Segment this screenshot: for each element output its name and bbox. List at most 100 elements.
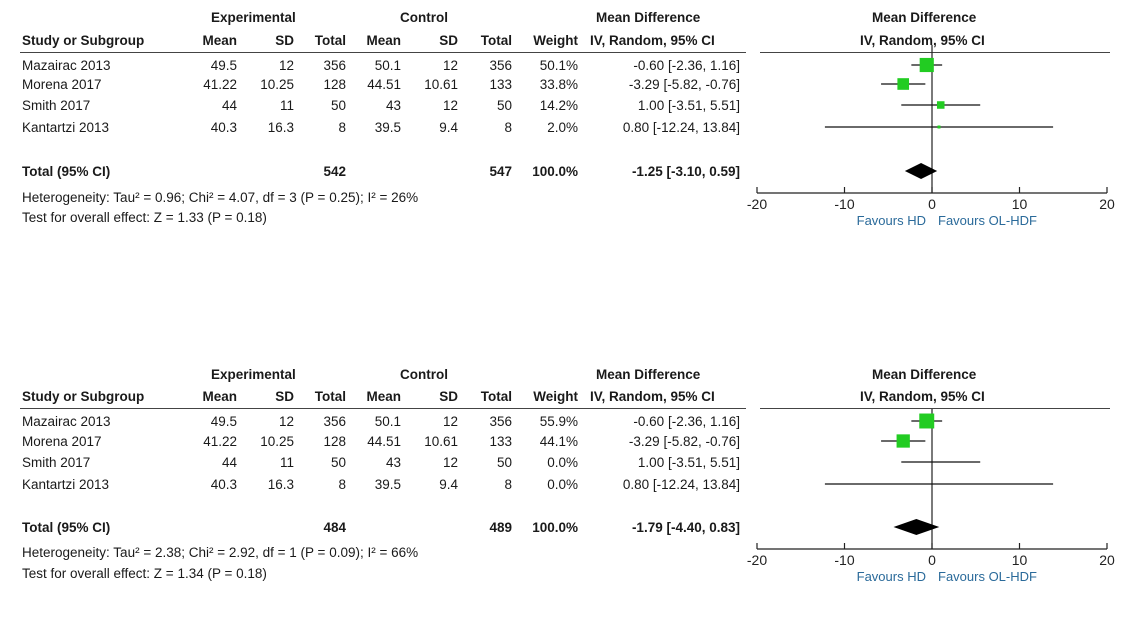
header-exp-total: Total [314,389,346,404]
ctl-total: 356 [489,58,512,73]
exp-sd: 11 [279,455,294,470]
header-ctl-total: Total [480,389,512,404]
ctl-total: 50 [496,98,512,113]
header-exp-total: Total [314,33,346,48]
total-ctl: 547 [489,164,512,179]
weight: 2.0% [547,120,578,135]
heterogeneity-text: Heterogeneity: Tau² = 0.96; Chi² = 4.07,… [22,190,419,205]
heterogeneity-text: Heterogeneity: Tau² = 2.38; Chi² = 2.92,… [22,545,419,560]
favours-right-label: Favours OL-HDF [938,213,1037,228]
exp-mean: 44 [221,98,237,113]
header-control: Control [400,10,448,25]
exp-mean: 44 [221,455,237,470]
forest-plot-graphic: -20 -10 0 10 20 Favours HD Favours OL-HDF [747,45,1115,228]
x-tick-label: -10 [834,196,854,212]
favours-left-label: Favours HD [857,213,926,228]
forest-plot-2: Experimental Control Mean Difference Mea… [0,364,1136,624]
exp-mean: 49.5 [210,58,237,73]
ctl-sd: 12 [442,58,458,73]
x-tick-label: 0 [928,196,936,212]
favours-left-label: Favours HD [857,569,926,584]
ctl-sd: 12 [442,98,458,113]
exp-mean: 40.3 [210,477,237,492]
exp-total: 8 [338,477,346,492]
overall-effect-text: Test for overall effect: Z = 1.34 (P = 0… [22,566,267,581]
ci-text: -3.29 [-5.82, -0.76] [628,434,740,449]
total-exp: 484 [323,520,346,535]
ctl-total: 133 [489,434,512,449]
weight: 55.9% [539,414,578,429]
exp-total: 50 [330,98,346,113]
weight: 50.1% [539,58,578,73]
x-tick-label: -10 [834,552,854,568]
header-ctl-sd: SD [439,33,458,48]
total-ci-text: -1.25 [-3.10, 0.59] [631,164,740,179]
header-exp-sd: SD [275,33,294,48]
exp-mean: 49.5 [210,414,237,429]
study-name: Morena 2017 [22,434,102,449]
header-md-method: IV, Random, 95% CI [590,389,715,404]
weight: 0.0% [547,477,578,492]
exp-sd: 11 [279,98,294,113]
study-point [919,57,934,73]
header-plot-title: Mean Difference [872,367,977,382]
study-point [897,78,910,90]
total-ctl: 489 [489,520,512,535]
x-tick-label: 20 [1099,552,1115,568]
ctl-mean: 43 [385,455,401,470]
study-name: Kantartzi 2013 [22,477,110,492]
x-tick-label: 20 [1099,196,1115,212]
exp-mean: 41.22 [203,434,237,449]
ci-text: -3.29 [-5.82, -0.76] [628,77,740,92]
header-ctl-mean: Mean [366,389,401,404]
ci-text: -0.60 [-2.36, 1.16] [633,414,740,429]
study-name: Smith 2017 [22,455,91,470]
study-name: Mazairac 2013 [22,58,111,73]
x-tick-label: 10 [1012,552,1028,568]
ctl-total: 8 [504,477,512,492]
study-point [896,434,910,448]
header-experimental: Experimental [211,367,296,382]
exp-mean: 40.3 [210,120,237,135]
study-point [937,125,941,129]
header-weight: Weight [533,33,578,48]
study-point [936,101,945,109]
ci-text: 1.00 [-3.51, 5.51] [637,98,740,113]
header-study: Study or Subgroup [22,389,145,404]
header-plot-title: Mean Difference [872,10,977,25]
ctl-mean: 43 [385,98,401,113]
ctl-mean: 50.1 [374,414,401,429]
ctl-sd: 12 [442,455,458,470]
header-exp-mean: Mean [202,389,237,404]
header-rule [20,408,746,409]
header-ctl-sd: SD [439,389,458,404]
ctl-total: 356 [489,414,512,429]
ctl-sd: 10.61 [424,434,458,449]
ci-text: 1.00 [-3.51, 5.51] [637,455,740,470]
header-md-method: IV, Random, 95% CI [590,33,715,48]
total-exp: 542 [323,164,346,179]
study-name: Mazairac 2013 [22,414,111,429]
total-label: Total (95% CI) [22,520,111,535]
study-name: Smith 2017 [22,98,91,113]
ctl-total: 8 [504,120,512,135]
weight: 33.8% [539,77,578,92]
header-control: Control [400,367,448,382]
ctl-sd: 10.61 [424,77,458,92]
overall-effect-text: Test for overall effect: Z = 1.33 (P = 0… [22,210,267,225]
exp-sd: 10.25 [260,77,294,92]
exp-total: 356 [323,58,346,73]
exp-total: 128 [323,434,346,449]
study-point [919,413,935,429]
study-name: Morena 2017 [22,77,102,92]
header-plot-method: IV, Random, 95% CI [860,389,985,404]
total-weight: 100.0% [532,164,578,179]
header-study: Study or Subgroup [22,33,145,48]
ctl-sd: 9.4 [439,120,458,135]
plot-header-rule [760,52,1110,53]
total-label: Total (95% CI) [22,164,111,179]
total-ci-text: -1.79 [-4.40, 0.83] [631,520,740,535]
exp-total: 128 [323,77,346,92]
forest-plot-graphic: -20 -10 0 10 20 Favours HD Favours OL-HDF [747,409,1115,584]
ci-text: 0.80 [-12.24, 13.84] [622,477,740,492]
